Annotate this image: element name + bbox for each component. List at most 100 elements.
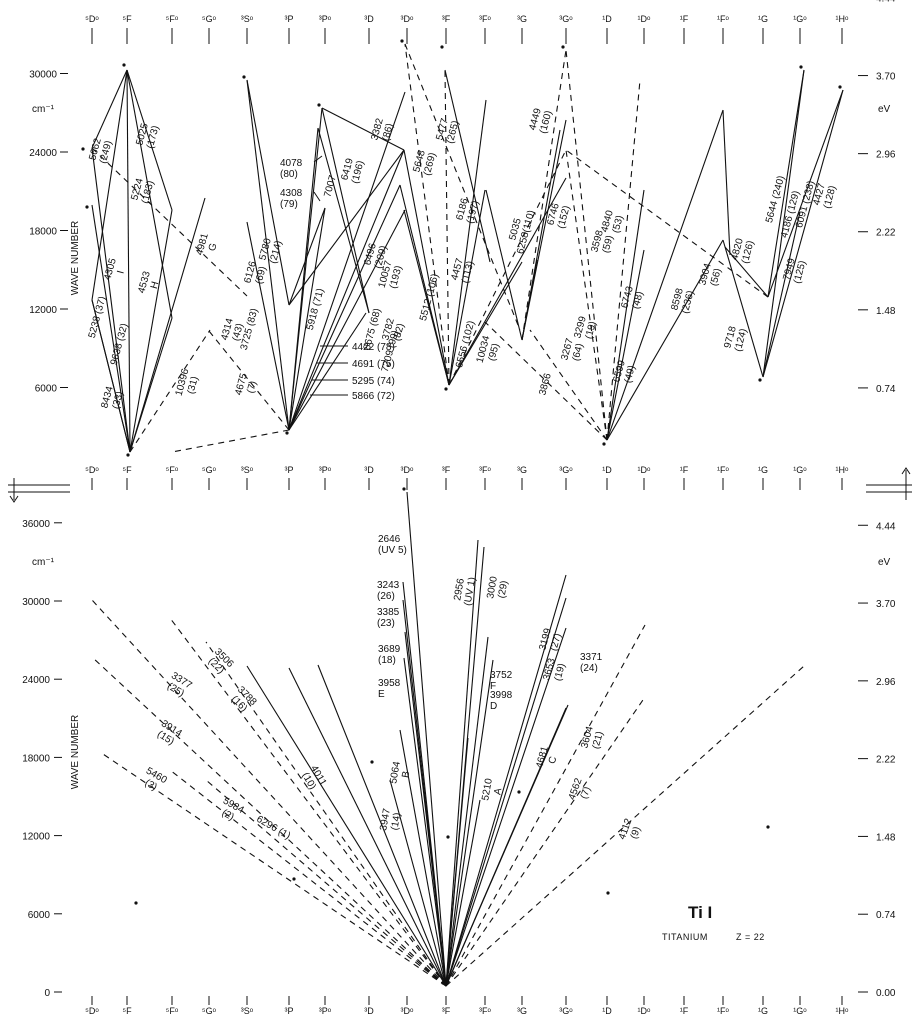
term-label: ³Fᵒ: [479, 14, 491, 24]
transition-label: 6186(197): [454, 197, 481, 225]
term-label: ¹G: [758, 1006, 768, 1016]
transition-label: 3382(86): [369, 117, 396, 145]
cm-unit-label: cm⁻¹: [32, 104, 55, 115]
level-marker: [81, 147, 85, 151]
level-marker: [242, 75, 246, 79]
transition-label: 3604(21): [579, 725, 606, 753]
transition-label: 6296 (1): [254, 814, 292, 842]
transition-line: [606, 79, 641, 441]
transition-label: 4422 (78): [352, 342, 395, 353]
transition-line: [445, 659, 494, 987]
transition-line: [444, 69, 491, 263]
transition-line: [317, 664, 447, 987]
wave-number-tick-label: 12000: [29, 305, 57, 316]
transition-line: [205, 779, 447, 987]
transition-label: 50356258(110): [504, 206, 537, 255]
term-label: ³G: [517, 1006, 527, 1016]
transition-label: 4681C: [534, 745, 561, 773]
transition-label: 6126(69): [242, 260, 269, 288]
transition-label: 4562(7): [567, 776, 595, 805]
transition-line: [445, 696, 646, 987]
transition-label: 8598(236): [669, 287, 696, 315]
ev-tick-label: 4.44: [876, 0, 896, 4]
term-label: ⁵Fᵒ: [166, 465, 179, 475]
transition-label: 3199(27): [537, 627, 564, 655]
term-label: ³Pᵒ: [319, 1006, 332, 1016]
wave-number-axis-label: WAVE NUMBER: [70, 221, 81, 295]
transition-label: 5648(269): [411, 149, 438, 177]
transition-label: 5918 (71): [305, 287, 327, 331]
transition-label: 3267(64): [559, 337, 586, 365]
transition-line: [606, 189, 645, 441]
term-label: ³Dᵒ: [401, 14, 414, 24]
ev-tick-label: 1.48: [876, 832, 896, 843]
transition-label: 5984(2): [215, 796, 246, 826]
transition-label: 5662(249): [87, 137, 114, 165]
transition-line: [288, 667, 447, 987]
level-marker: [370, 760, 374, 764]
ev-tick-label: 4.44: [876, 521, 896, 532]
wave-number-tick-label: 30000: [29, 70, 57, 81]
term-label: ⁵Dᵒ: [85, 14, 99, 24]
transition-line: [565, 149, 769, 298]
transition-line: [126, 69, 173, 319]
term-label: ¹Fᵒ: [717, 465, 729, 475]
term-label: ¹F: [680, 465, 689, 475]
transition-line: [445, 636, 489, 987]
transition-line: [606, 249, 645, 441]
transition-line: [403, 149, 450, 386]
term-label: ³G: [517, 14, 527, 24]
term-label: ⁵Dᵒ: [85, 465, 99, 475]
transition-line: [129, 329, 211, 453]
level-marker: [517, 790, 521, 794]
transition-label: 5025(173): [134, 122, 161, 150]
transition-label: 4314(43): [219, 317, 246, 345]
transition-label: 3752 F: [490, 670, 513, 692]
transition-line: [246, 221, 290, 431]
term-label: ³Fᵒ: [479, 1006, 491, 1016]
transition-label: 4691 (75): [352, 359, 395, 370]
transition-line: [169, 769, 447, 987]
term-label: ¹Gᵒ: [793, 14, 807, 24]
transition-line: [444, 69, 450, 386]
wave-number-tick-label: 6000: [28, 910, 51, 921]
transition-line: [399, 729, 447, 987]
transition-line: [521, 49, 567, 341]
term-label: ¹Hᵒ: [836, 465, 849, 475]
divider-arrows: [8, 467, 912, 503]
transition-line: [762, 89, 844, 378]
transition-label: 6419(196): [339, 157, 366, 185]
wave-number-tick-label: 18000: [29, 227, 57, 238]
transition-line: [762, 211, 801, 378]
term-label: ¹D: [602, 465, 612, 475]
transition-line: [246, 79, 290, 306]
term-label: ¹Dᵒ: [638, 465, 651, 475]
transition-line: [99, 751, 447, 987]
transition-line: [288, 207, 326, 431]
transition-label: 6599(49): [611, 359, 638, 387]
level-marker: [126, 453, 130, 457]
transition-line: [389, 779, 447, 987]
transition-label: 3598(59): [589, 229, 616, 257]
term-label: ¹Dᵒ: [638, 14, 651, 24]
transition-label: 5210A: [480, 777, 506, 803]
transition-label: 3385 (23): [377, 607, 400, 629]
transition-line: [126, 69, 173, 211]
transition-label: 4305I: [102, 257, 129, 285]
transition-line: [321, 107, 405, 151]
transition-label: 5238 (37): [87, 295, 109, 339]
element-name: TITANIUM: [662, 932, 708, 942]
transition-line: [724, 246, 769, 298]
ev-unit-label: eV: [878, 557, 891, 568]
transition-line: [403, 209, 450, 386]
transition-label: 9638 (32): [109, 322, 131, 366]
transition-line: [404, 43, 450, 386]
transition-label: 4449(160): [527, 107, 554, 135]
transition-label: 3947(14): [378, 807, 404, 833]
transition-line: [288, 209, 406, 431]
level-marker: [444, 387, 448, 391]
transition-label: 8434(33): [99, 385, 126, 413]
transition-line: [445, 597, 567, 987]
term-label: ¹G: [758, 465, 768, 475]
wave-number-tick-label: 0: [44, 988, 50, 999]
